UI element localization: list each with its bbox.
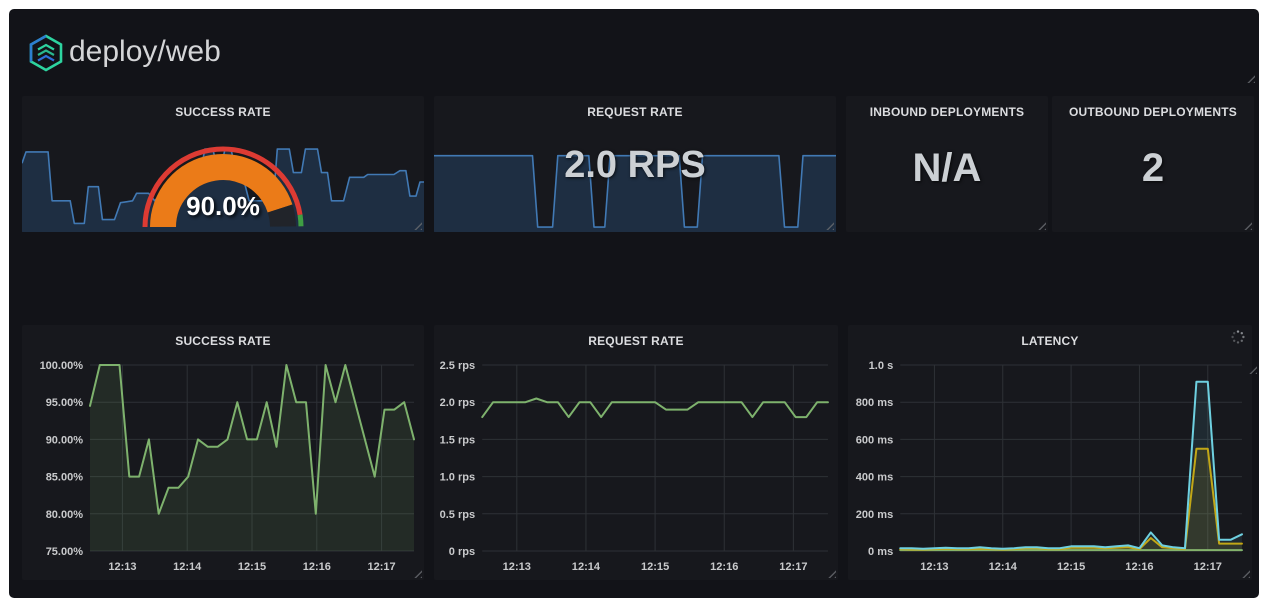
success-rate-graph-panel: SUCCESS RATE 75.00% 80.00% 85.00% 90.00% 95.…	[22, 325, 424, 580]
panel-title[interactable]: INBOUND DEPLOYMENTS	[869, 105, 1025, 119]
panel-title[interactable]: REQUEST RATE	[587, 105, 683, 119]
request-rate-value: 2.0 RPS	[564, 144, 706, 186]
svg-text:2.0 rps: 2.0 rps	[440, 397, 476, 409]
panel-resize-handle[interactable]	[825, 221, 834, 230]
panel-title[interactable]: SUCCESS RATE	[175, 105, 271, 119]
request-rate-singlestat-panel: REQUEST RATE 2.0 RPS	[434, 96, 836, 232]
svg-text:90.00%: 90.00%	[46, 434, 84, 446]
svg-text:12:16: 12:16	[1125, 561, 1153, 573]
svg-text:12:16: 12:16	[303, 561, 331, 573]
success-rate-gauge	[133, 137, 313, 232]
svg-text:12:15: 12:15	[238, 561, 266, 573]
outbound-deployments-value: 2	[1141, 146, 1165, 190]
svg-text:12:13: 12:13	[920, 561, 948, 573]
dashboard-title: deploy/web	[69, 35, 221, 68]
header-panel: deploy/web	[9, 9, 1259, 89]
inbound-deployments-panel: INBOUND DEPLOYMENTS N/A	[846, 96, 1048, 232]
svg-text:12:13: 12:13	[503, 561, 531, 573]
svg-text:12:16: 12:16	[710, 561, 738, 573]
outbound-deployments-panel: OUTBOUND DEPLOYMENTS 2	[1052, 96, 1254, 232]
svg-text:2.5 rps: 2.5 rps	[440, 360, 476, 372]
svg-text:12:14: 12:14	[173, 561, 202, 573]
request-rate-sparkline	[434, 130, 836, 232]
success-rate-singlestat-panel: SUCCESS RATE 90.0%	[22, 96, 424, 232]
svg-text:1.0 s: 1.0 s	[869, 360, 894, 372]
svg-text:12:17: 12:17	[368, 561, 396, 573]
svg-text:400 ms: 400 ms	[856, 472, 893, 484]
panel-resize-handle[interactable]	[413, 221, 422, 230]
svg-text:0 rps: 0 rps	[449, 546, 475, 558]
success-rate-value: 90.0%	[186, 191, 260, 221]
panel-title[interactable]: LATENCY	[1021, 334, 1079, 348]
request-rate-graph-panel: REQUEST RATE 0 rps 0.5 rps 1.0 rps 1.5 rps 2…	[434, 325, 838, 580]
latency-graph-panel: LATENCY 0 ms 200 ms 400 ms 600 ms 800 ms 1.0 …	[848, 325, 1252, 580]
svg-text:1.0 rps: 1.0 rps	[440, 472, 476, 484]
svg-text:0.5 rps: 0.5 rps	[440, 509, 476, 521]
svg-text:95.00%: 95.00%	[46, 397, 84, 409]
panel-title[interactable]: SUCCESS RATE	[175, 334, 271, 348]
panel-title[interactable]: OUTBOUND DEPLOYMENTS	[1068, 105, 1237, 119]
panel-resize-handle[interactable]	[1243, 221, 1252, 230]
loading-spinner-icon	[1231, 330, 1245, 344]
deis-logo-icon	[29, 34, 63, 72]
svg-text:80.00%: 80.00%	[46, 509, 84, 521]
panel-title[interactable]: REQUEST RATE	[588, 334, 684, 348]
dashboard-frame: deploy/web SUCCESS RATE 90.0% REQUEST RA…	[9, 9, 1259, 598]
svg-text:12:17: 12:17	[779, 561, 807, 573]
request-rate-chart[interactable]: 0 rps 0.5 rps 1.0 rps 1.5 rps 2.0 rps 2.5 rps…	[434, 353, 838, 577]
panel-resize-handle[interactable]	[827, 569, 836, 578]
panel-resize-handle[interactable]	[413, 569, 422, 578]
svg-text:75.00%: 75.00%	[46, 546, 84, 558]
success-rate-chart[interactable]: 75.00% 80.00% 85.00% 90.00% 95.00% 100.00% 12:…	[22, 353, 424, 577]
svg-text:12:15: 12:15	[1057, 561, 1085, 573]
svg-text:100.00%: 100.00%	[40, 360, 84, 372]
panel-resize-handle[interactable]	[1246, 74, 1255, 83]
svg-text:12:15: 12:15	[641, 561, 669, 573]
panel-resize-handle[interactable]	[1037, 221, 1046, 230]
svg-text:1.5 rps: 1.5 rps	[440, 434, 476, 446]
svg-text:800 ms: 800 ms	[856, 397, 893, 409]
svg-text:12:14: 12:14	[989, 561, 1018, 573]
svg-text:0 ms: 0 ms	[868, 546, 893, 558]
svg-text:600 ms: 600 ms	[856, 434, 893, 446]
inbound-deployments-value: N/A	[912, 146, 982, 190]
svg-text:85.00%: 85.00%	[46, 472, 84, 484]
panel-resize-handle[interactable]	[1248, 365, 1257, 374]
svg-text:12:13: 12:13	[108, 561, 136, 573]
svg-text:200 ms: 200 ms	[856, 509, 893, 521]
panel-resize-handle[interactable]	[1241, 569, 1250, 578]
svg-text:12:17: 12:17	[1194, 561, 1222, 573]
latency-chart[interactable]: 0 ms 200 ms 400 ms 600 ms 800 ms 1.0 s 12:13 12…	[848, 353, 1252, 577]
svg-text:12:14: 12:14	[572, 561, 601, 573]
